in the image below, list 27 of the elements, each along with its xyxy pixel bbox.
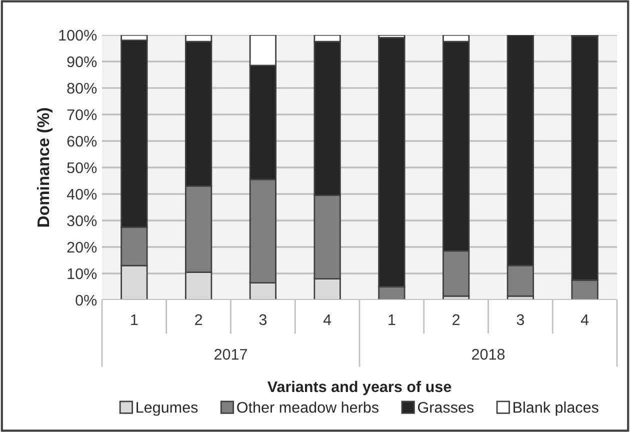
x-tick-label: 2 — [195, 314, 202, 325]
y-tick-label: 100% — [59, 30, 97, 41]
x-tick-label: 4 — [580, 314, 589, 325]
x-tick-label: 1 — [388, 314, 396, 325]
y-tick-label: 10% — [68, 268, 97, 280]
x-axis-title: Variants and years of use — [267, 380, 452, 396]
x-tick-label: 1 — [131, 314, 138, 325]
y-tick-label: 90% — [67, 56, 97, 68]
y-tick-label: 80% — [67, 82, 97, 94]
legend-label: Blank places — [514, 402, 598, 416]
y-tick-label: 20% — [67, 242, 97, 253]
y-tick-label: 30% — [67, 215, 97, 226]
text: 2018 — [472, 348, 505, 360]
y-axis-title: Dominance (%) — [36, 108, 53, 227]
legend-label: Legumes — [136, 402, 198, 416]
y-tick-label: 40% — [66, 188, 97, 200]
legend-label: Other meadow herbs — [237, 402, 378, 413]
x-tick-label: 3 — [259, 314, 267, 326]
x-tick-label: 4 — [323, 314, 332, 325]
y-tick-label: 0% — [76, 294, 97, 306]
y-tick-label: 50% — [67, 162, 97, 174]
x-tick-label: 2 — [452, 314, 460, 325]
y-tick-label: 60% — [67, 136, 97, 147]
legend-label: Grasses — [418, 402, 474, 413]
x-tick-label: 3 — [516, 314, 524, 326]
text: 2017 — [214, 348, 247, 360]
y-tick-label: 70% — [67, 109, 97, 120]
